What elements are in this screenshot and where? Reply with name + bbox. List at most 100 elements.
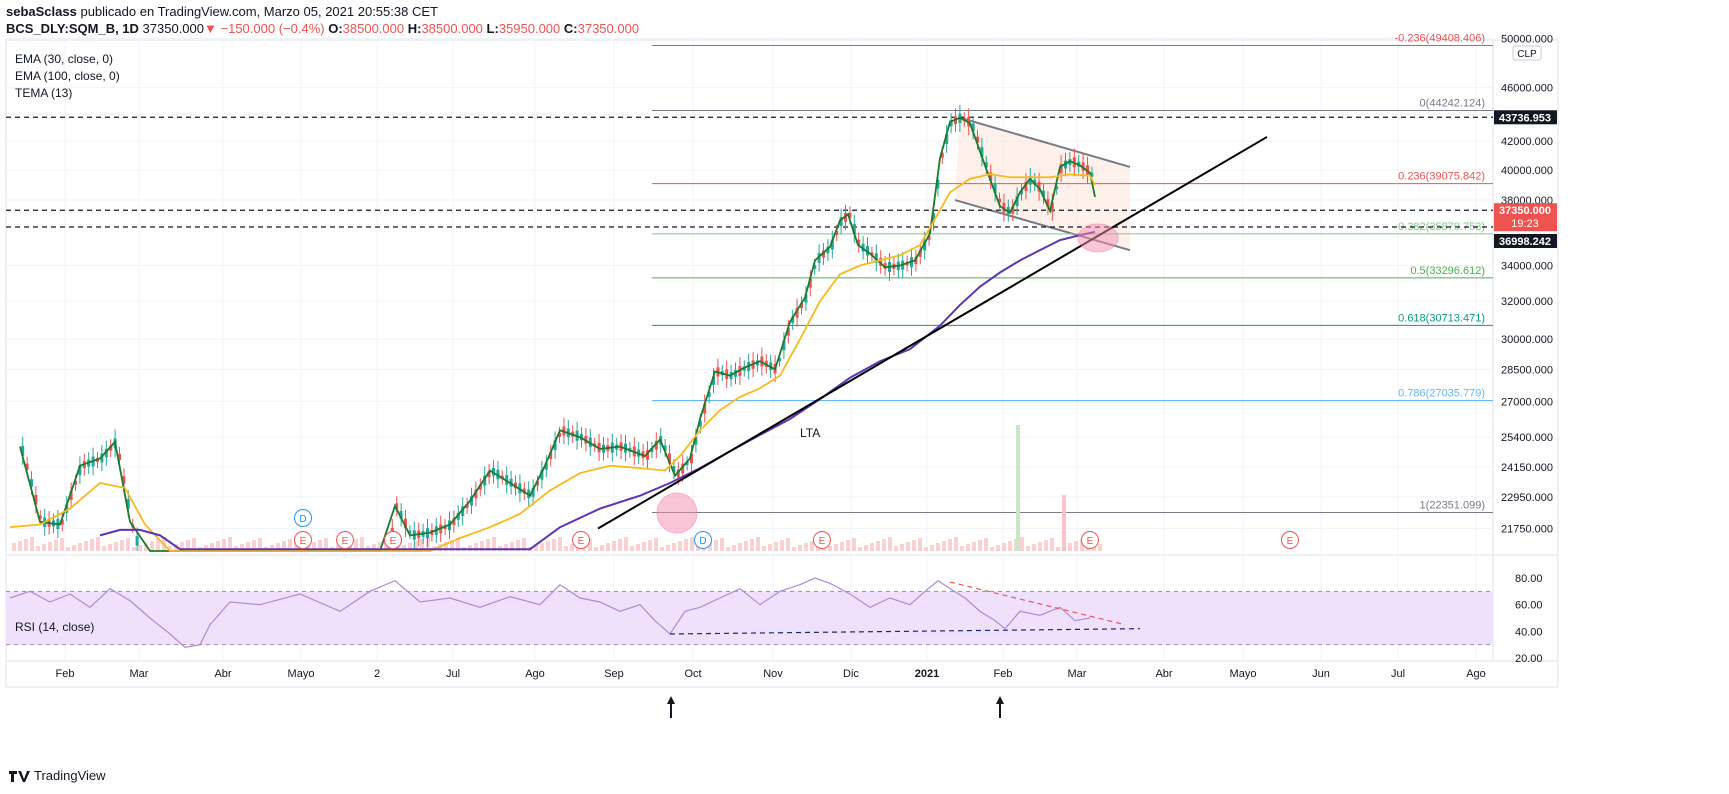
rsi-tick-label: 20.00 <box>1515 653 1543 665</box>
marker-label: E <box>819 536 826 547</box>
volume-bar <box>186 540 190 551</box>
volume-bar <box>864 545 868 551</box>
time-tick-label: Nov <box>763 668 783 680</box>
volume-bar <box>414 541 418 551</box>
candle-body <box>694 436 698 445</box>
volume-bar <box>480 541 484 551</box>
volume-bar <box>756 537 760 551</box>
time-tick-label: Ago <box>525 668 545 680</box>
volume-bar <box>510 542 514 551</box>
series-line-ema30 <box>9 173 1096 552</box>
price-tick-label: 28500.000 <box>1501 364 1553 376</box>
volume-bar <box>204 545 208 551</box>
candle-body <box>531 487 535 497</box>
volume-bar <box>984 538 988 551</box>
candle-body <box>826 246 830 254</box>
volume-bar <box>840 542 844 551</box>
volume-bar <box>894 546 898 551</box>
earnings-marker <box>294 531 312 549</box>
volume-bar <box>978 540 982 551</box>
volume-bar <box>570 544 574 551</box>
volume-bar <box>936 543 940 551</box>
candle-body <box>1037 181 1041 192</box>
volume-bar <box>900 544 904 551</box>
volume-bar <box>516 540 520 551</box>
candle-body <box>932 213 935 223</box>
candle-body <box>923 240 927 251</box>
price-tick-label: 21750.000 <box>1501 524 1553 536</box>
volume-bar <box>18 541 22 551</box>
price-tick-label: 22950.000 <box>1501 492 1553 504</box>
earnings-marker <box>384 531 402 549</box>
candle-body <box>698 420 702 427</box>
marker-label: E <box>300 536 307 547</box>
volume-bar <box>252 540 256 551</box>
candle-body <box>474 489 478 499</box>
volume-bar <box>420 539 424 551</box>
volume-bar <box>558 537 562 551</box>
candle-body <box>399 510 403 519</box>
candle-body <box>813 264 817 269</box>
candle-body <box>945 134 949 144</box>
volume-bar <box>912 540 916 551</box>
volume-bar <box>240 544 244 551</box>
marker-label: E <box>342 536 349 547</box>
candle-body <box>104 448 108 458</box>
volume-bar <box>258 538 262 551</box>
volume-bar <box>624 537 628 551</box>
volume-bar <box>456 538 460 551</box>
indicator-ema30-label[interactable]: EMA (30, close, 0) <box>15 52 114 66</box>
volume-bar <box>780 540 784 551</box>
fib-level-label: -0.236(49408.406) <box>1394 33 1485 45</box>
volume-bar <box>1044 540 1048 551</box>
marker-label: E <box>390 536 397 547</box>
marker-label: E <box>1087 536 1094 547</box>
volume-bar <box>126 538 130 551</box>
candle-body <box>971 123 975 132</box>
volume-bar <box>1002 543 1006 551</box>
volume-bar <box>870 543 874 551</box>
volume-bar <box>156 539 160 551</box>
volume-bar <box>786 538 790 551</box>
price-tick-label: 50000.000 <box>1501 33 1553 45</box>
volume-spike <box>1062 495 1066 551</box>
low-label: L: <box>486 21 499 36</box>
volume-bar <box>372 544 376 551</box>
volume-bar <box>750 539 754 551</box>
rsi-label[interactable]: RSI (14, close) <box>15 620 95 634</box>
candle-body <box>38 515 42 519</box>
volume-bar <box>720 538 724 551</box>
indicator-tema-label[interactable]: TEMA (13) <box>15 86 73 100</box>
price-badge <box>1494 234 1557 248</box>
volume-bar <box>588 538 592 551</box>
volume-bar <box>102 546 106 551</box>
symbol-label[interactable]: BCS_DLY:SQM_B, 1D <box>6 21 139 36</box>
time-tick-label: Feb <box>994 668 1013 680</box>
candle-body <box>118 453 121 461</box>
volume-bar <box>12 543 16 551</box>
volume-bar <box>714 540 718 551</box>
series-line-tema <box>19 116 1096 552</box>
volume-bar <box>834 544 838 551</box>
volume-bar <box>990 547 994 551</box>
candle-body <box>404 518 407 529</box>
candle-body <box>1033 179 1037 185</box>
price-tick-label: 27000.000 <box>1501 396 1553 408</box>
currency-box <box>1512 45 1542 61</box>
highlight-circle <box>656 492 698 534</box>
volume-bar <box>924 547 928 551</box>
candle-body <box>817 253 821 263</box>
candle-body <box>25 463 29 470</box>
candle-body <box>456 512 460 520</box>
candle-body <box>835 230 839 236</box>
price-tick-label: 24150.000 <box>1501 462 1553 474</box>
candle-body <box>690 453 693 464</box>
candle-body <box>685 461 689 465</box>
earnings-marker <box>336 531 354 549</box>
dividend-marker <box>694 531 712 549</box>
volume-bar <box>636 544 640 551</box>
candle-body <box>1015 196 1019 207</box>
indicator-ema100-label[interactable]: EMA (100, close, 0) <box>15 69 120 83</box>
candle-body <box>663 445 667 451</box>
